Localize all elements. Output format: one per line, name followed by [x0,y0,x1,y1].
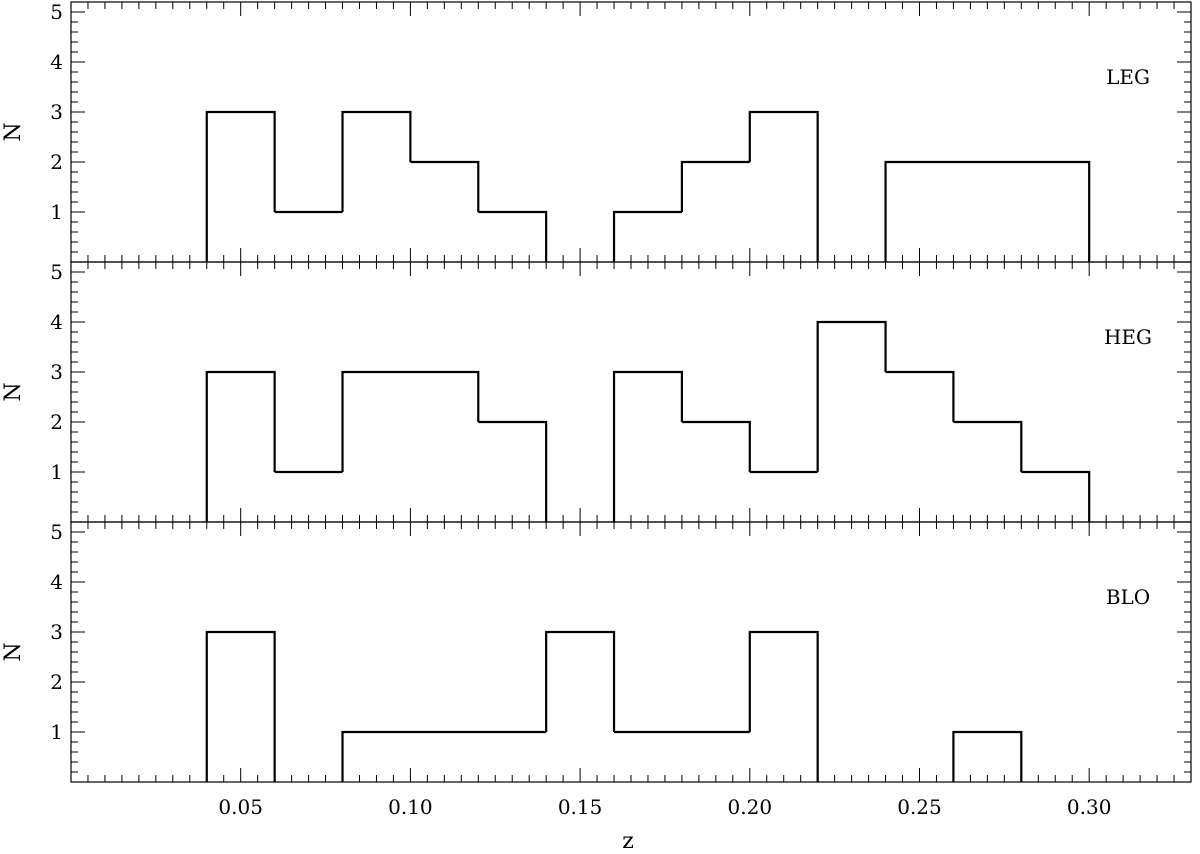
y-tick-label: 1 [50,200,63,224]
panel-frame-leg [70,1,1192,263]
y-axis-label: N [1,382,26,401]
histogram-bar [207,632,275,782]
y-tick-label: 4 [50,50,63,74]
histogram-bar [478,422,546,522]
histogram-bar [410,162,478,262]
histogram-bar [750,112,818,262]
y-tick-label: 5 [50,0,63,24]
panel-label-leg: LEG [1106,65,1150,89]
histogram-bar [343,732,411,782]
y-axis-label: N [1,122,26,141]
histogram-bar [682,162,750,262]
x-tick-label: 0.15 [558,795,603,819]
y-tick-label: 5 [50,260,63,284]
y-axis-label: N [1,642,26,661]
histogram-bar [886,162,954,262]
histogram-outline-leg [205,110,1091,262]
histogram-bar [478,732,546,782]
x-tick-label: 0.25 [897,795,942,819]
panel-frame-heg [70,261,1192,523]
histogram-bar [614,372,682,522]
histogram-bar [953,732,1021,782]
y-tick-label: 1 [50,460,63,484]
histogram-bar [343,112,411,262]
y-tick-label: 4 [50,570,63,594]
x-tick-label: 0.10 [388,795,433,819]
histogram-bar [750,632,818,782]
y-tick-label: 3 [50,360,63,384]
histogram-bar [682,422,750,522]
histogram-bar [953,422,1021,522]
x-tick-label: 0.20 [728,795,773,819]
histogram-bar [275,212,343,262]
histogram-bar [1021,162,1089,262]
x-tick-label: 0.05 [218,795,263,819]
histogram-bar [750,472,818,522]
y-tick-label: 2 [50,670,63,694]
y-tick-label: 5 [50,520,63,544]
histogram-outline-heg [205,320,1091,522]
histogram-bar [275,472,343,522]
panel-label-blo: BLO [1106,585,1150,609]
y-tick-label: 2 [50,150,63,174]
y-tick-label: 3 [50,100,63,124]
histogram-bar [410,732,478,782]
panel-label-heg: HEG [1104,325,1152,349]
panel-frame-blo [70,521,1192,783]
histogram-bar [614,212,682,262]
histogram-bar [886,372,954,522]
histogram-bar [478,212,546,262]
y-tick-label: 2 [50,410,63,434]
y-tick-label: 1 [50,720,63,744]
histogram-bar [410,372,478,522]
histogram-bar [207,112,275,262]
histogram-bar [682,732,750,782]
x-axis-label: z [622,829,634,854]
histogram-bar [818,322,886,522]
histogram-bar [1021,472,1089,522]
histogram-outline-blo [205,630,1023,782]
histogram-bar [614,732,682,782]
histogram-bar [546,632,614,782]
histogram-bar [343,372,411,522]
histogram-bar [953,162,1021,262]
y-tick-label: 4 [50,310,63,334]
x-tick-label: 0.30 [1067,795,1112,819]
y-tick-label: 3 [50,620,63,644]
histogram-bar [207,372,275,522]
